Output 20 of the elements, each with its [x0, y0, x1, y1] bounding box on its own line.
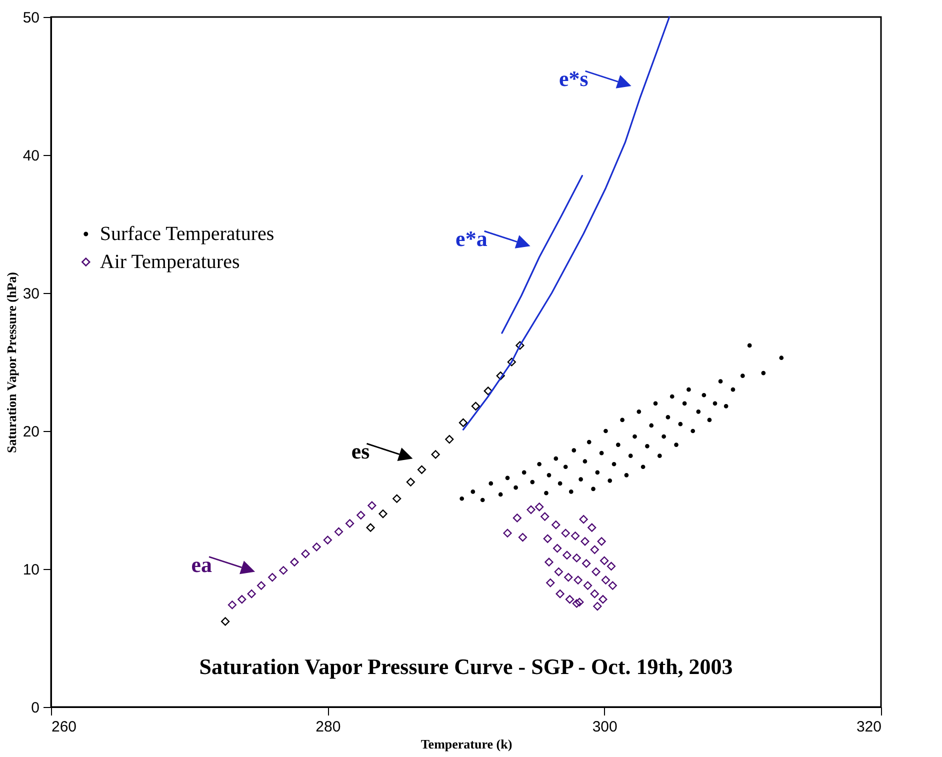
y-axis-title: Saturation Vapor Pressure (hPa)	[4, 272, 19, 453]
line-series	[501, 174, 583, 334]
annotation: e*a	[456, 226, 488, 252]
x-tick-label: 280	[316, 718, 341, 736]
x-tick-label: 300	[592, 718, 618, 736]
y-tick-label: 40	[22, 148, 40, 164]
x-tick-label: 320	[856, 718, 882, 736]
y-tick-label: 20	[22, 424, 40, 440]
annotation: Saturation Vapor Pressure Curve - SGP - Oct. 19th, 2003	[199, 654, 733, 679]
legend-label: Air Temperatures	[100, 251, 240, 273]
x-tick-label: 260	[52, 718, 77, 736]
x-axis-title: Temperature (k)	[420, 736, 512, 752]
legend-label: Surface Temperatures	[100, 223, 274, 245]
y-tick-label: 50	[22, 10, 40, 26]
annotation: ea	[191, 552, 212, 577]
y-tick-label: 10	[22, 562, 40, 578]
y-tick-label: 0	[31, 700, 40, 716]
annotation: e*s	[558, 66, 589, 92]
y-tick-label: 30	[22, 286, 40, 302]
annotation: es	[351, 438, 370, 464]
